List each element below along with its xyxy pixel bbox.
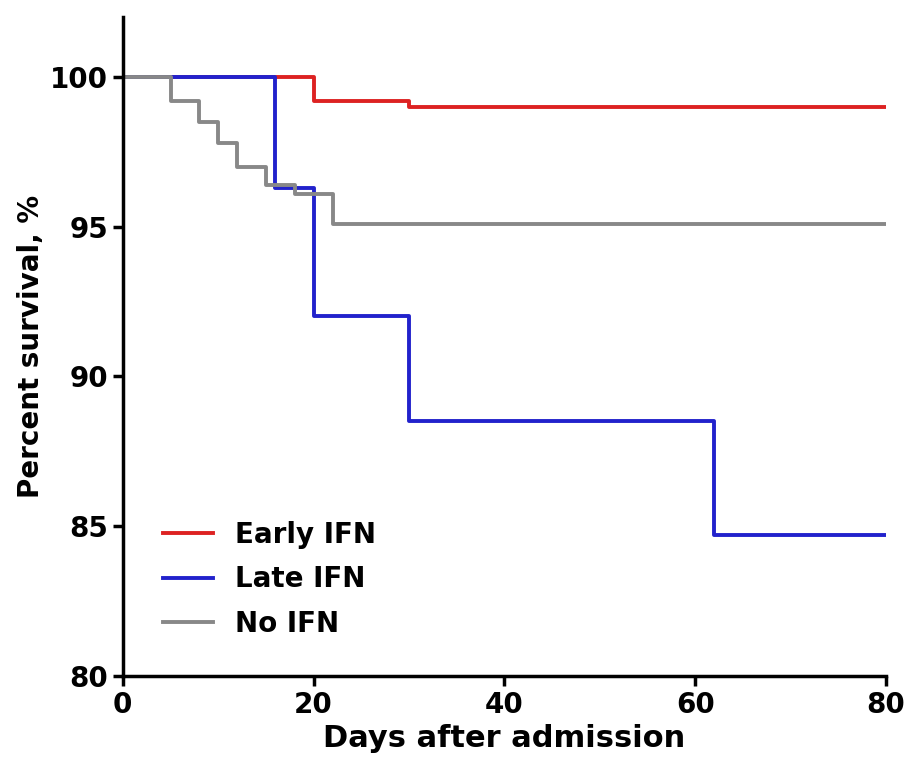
X-axis label: Days after admission: Days after admission: [324, 725, 685, 753]
Legend: Early IFN, Late IFN, No IFN: Early IFN, Late IFN, No IFN: [152, 510, 387, 649]
Y-axis label: Percent survival, %: Percent survival, %: [17, 195, 44, 498]
